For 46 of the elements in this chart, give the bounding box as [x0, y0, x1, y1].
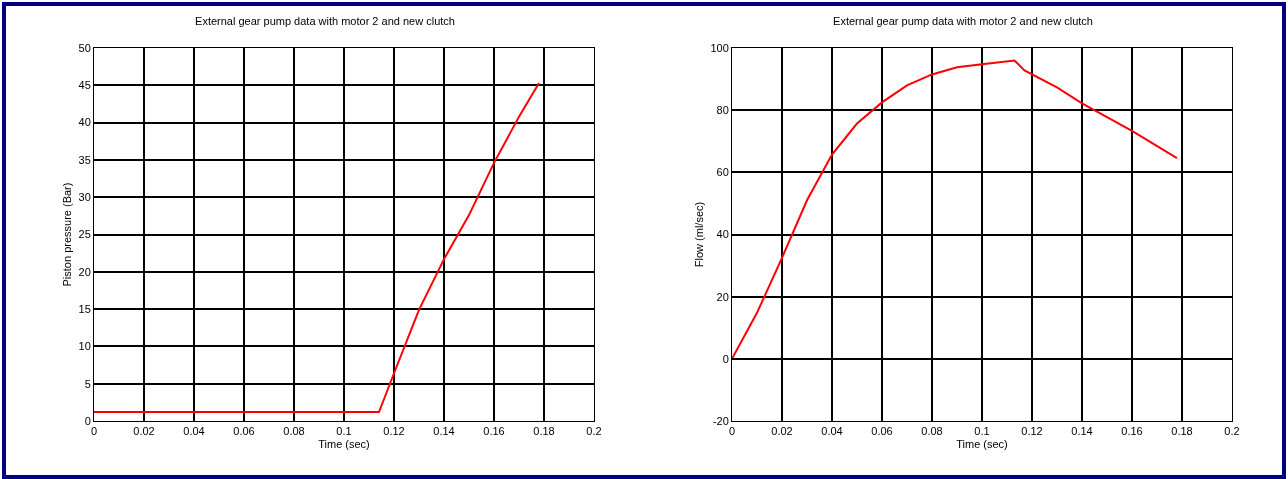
x-tick-label: 0.12 [1021, 425, 1043, 438]
x-tick-label: 0.16 [1121, 425, 1143, 438]
x-tick-label: 0.2 [586, 425, 602, 438]
x-tick-label: 0.02 [133, 425, 155, 438]
y-tick-label: 5 [84, 377, 91, 390]
x-tick-label: 0.2 [1224, 425, 1240, 438]
x-axis-title: Time (sec) [956, 438, 1008, 451]
x-tick-label: 0.04 [821, 425, 843, 438]
x-tick-label: 0.08 [283, 425, 305, 438]
y-tick-label: 15 [78, 302, 91, 315]
y-tick-label: 20 [716, 290, 729, 303]
y-tick-label: 0 [84, 414, 91, 427]
y-tick-label: 20 [78, 265, 91, 278]
y-tick-label: 30 [78, 191, 91, 204]
y-axis-title: Piston pressure (Bar) [61, 182, 74, 287]
y-tick-label: 40 [78, 116, 91, 129]
x-axis-title: Time (sec) [318, 438, 370, 451]
chart-title: External gear pump data with motor 2 and new clutch [833, 15, 1093, 28]
y-tick-label: -20 [712, 414, 729, 427]
x-tick-label: 0.18 [1171, 425, 1193, 438]
x-tick-label: 0.1 [974, 425, 990, 438]
y-tick-label: 80 [716, 104, 729, 117]
chart-title: External gear pump data with motor 2 and new clutch [195, 15, 455, 28]
x-tick-label: 0.14 [1071, 425, 1093, 438]
x-tick-label: 0.06 [233, 425, 255, 438]
x-tick-label: 0.08 [921, 425, 943, 438]
x-tick-label: 0.18 [533, 425, 555, 438]
x-tick-label: 0.02 [771, 425, 793, 438]
x-tick-label: 0.06 [871, 425, 893, 438]
x-tick-label: 0.1 [336, 425, 352, 438]
y-tick-label: 60 [716, 166, 729, 179]
line-series [732, 59, 1178, 360]
y-tick-label: 100 [710, 41, 729, 54]
y-tick-label: 40 [716, 228, 729, 241]
y-tick-label: 35 [78, 153, 91, 166]
y-tick-label: 0 [722, 352, 729, 365]
y-tick-label: 50 [78, 41, 91, 54]
y-tick-label: 45 [78, 79, 91, 92]
x-tick-label: 0.16 [483, 425, 505, 438]
x-tick-label: 0.14 [433, 425, 455, 438]
y-axis-title: Flow (ml/sec) [693, 201, 706, 268]
y-tick-label: 10 [78, 340, 91, 353]
line-series [94, 82, 540, 414]
x-tick-label: 0.04 [183, 425, 205, 438]
x-tick-label: 0.12 [383, 425, 405, 438]
y-tick-label: 25 [78, 228, 91, 241]
